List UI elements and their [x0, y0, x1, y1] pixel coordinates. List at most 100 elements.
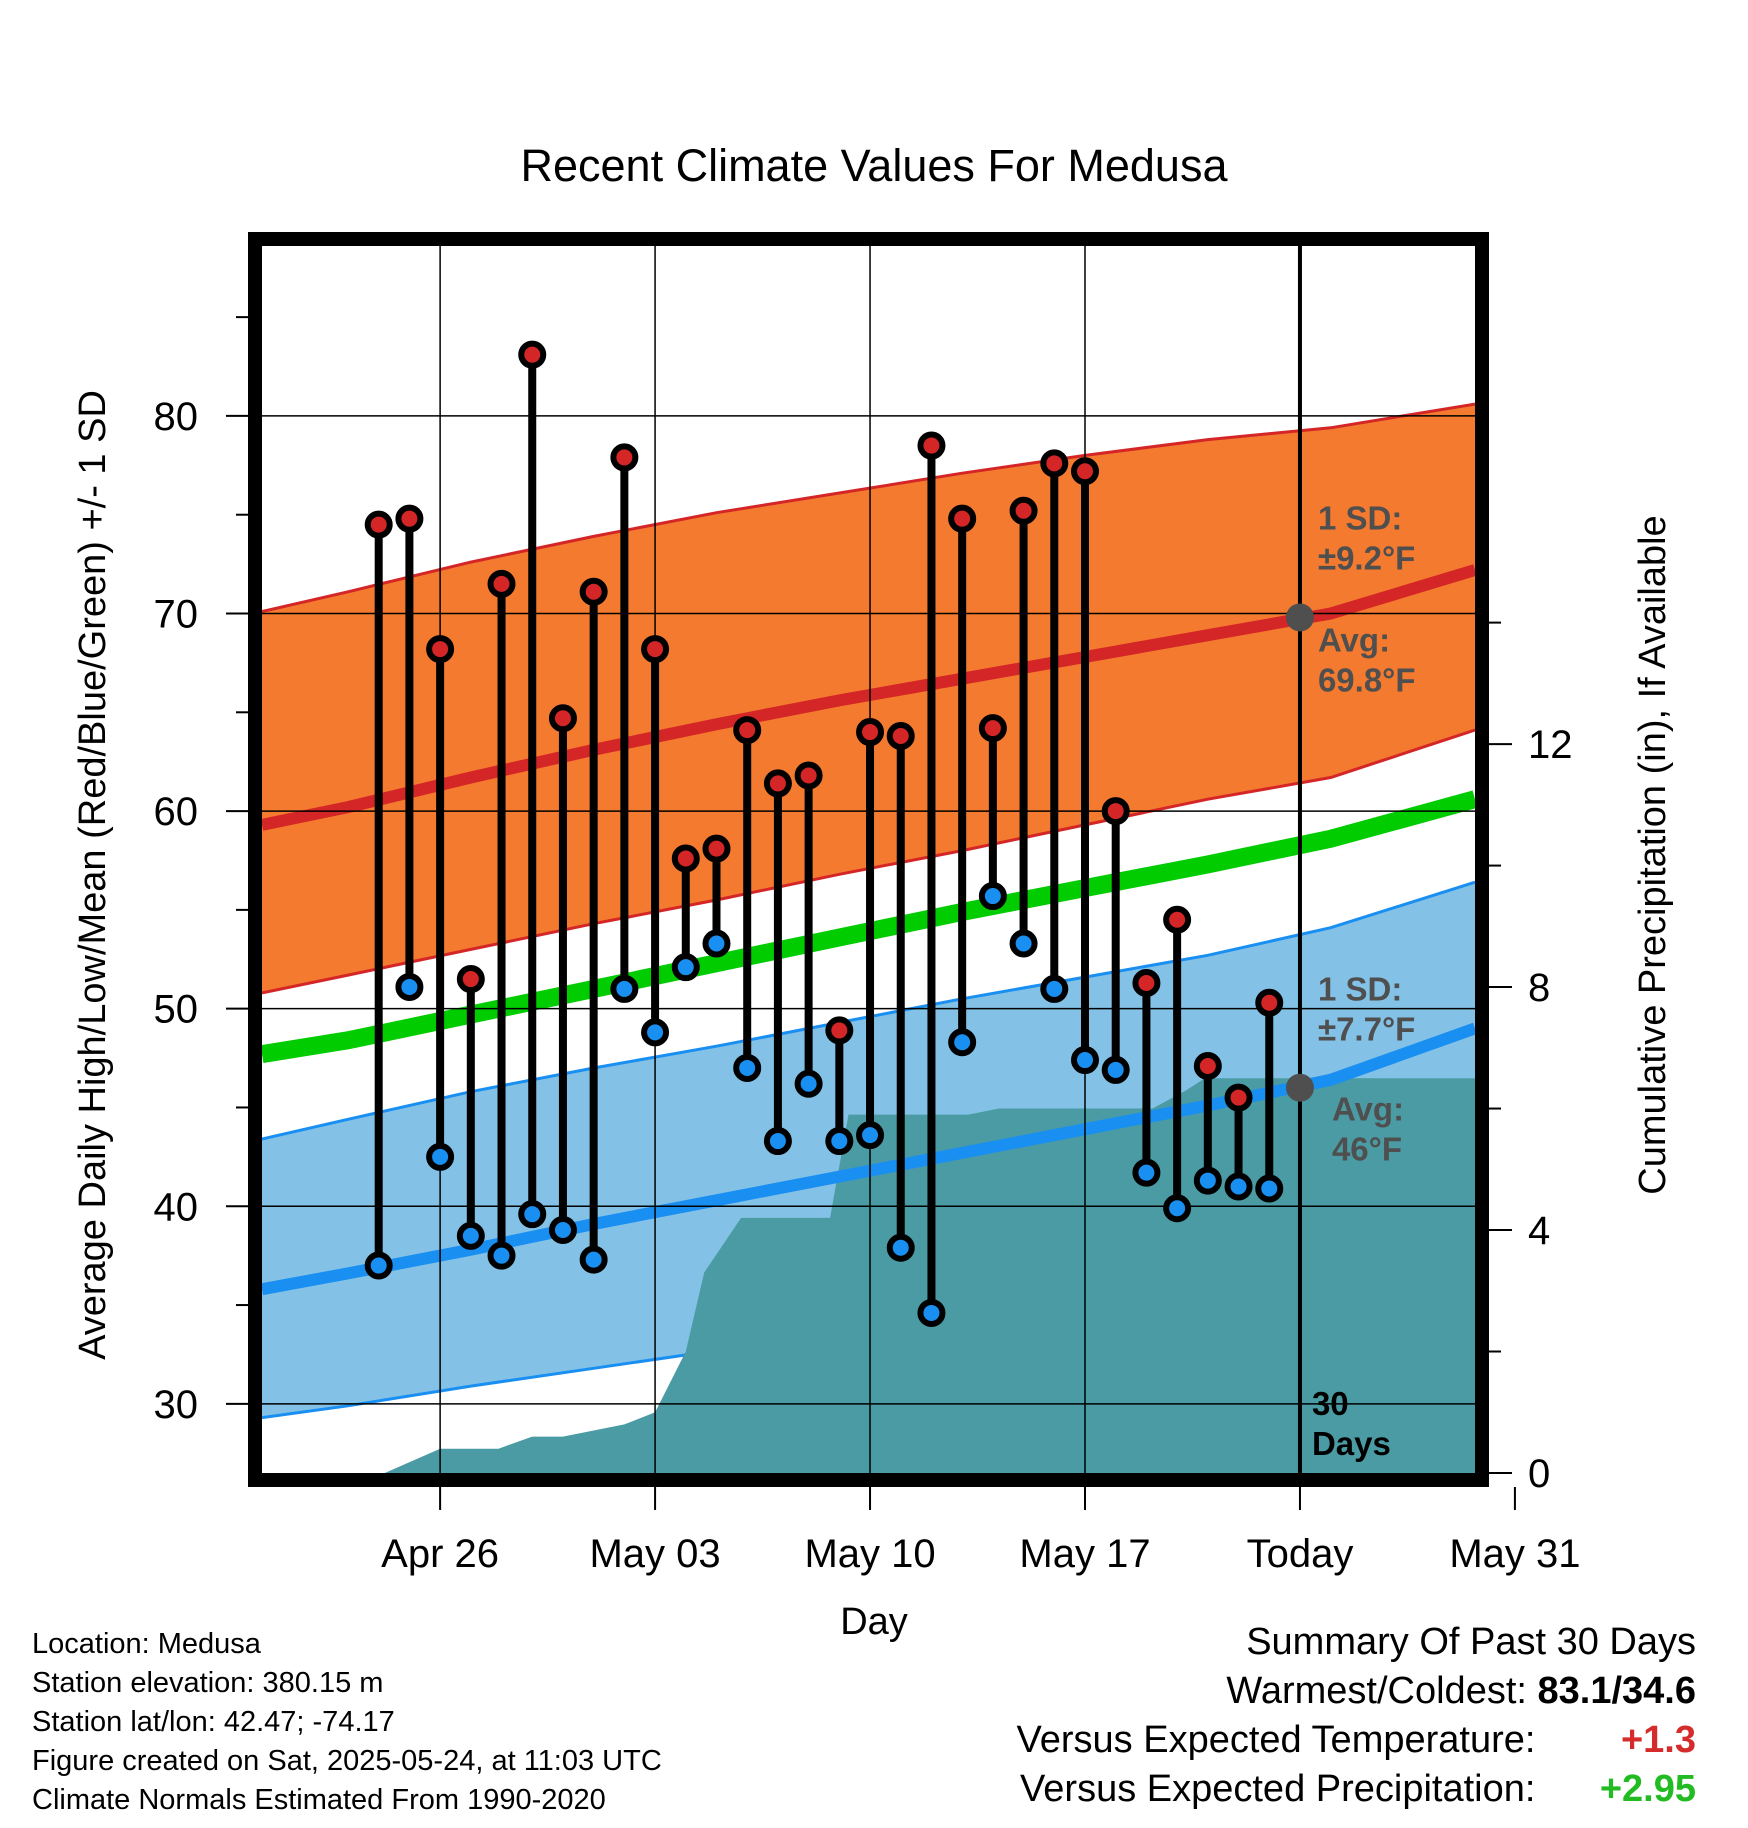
daily-low-marker — [948, 1028, 977, 1057]
y-tick-label: 70 — [154, 593, 199, 637]
y-tick-label: 60 — [154, 790, 199, 834]
daily-high-marker — [856, 718, 885, 747]
daily-low-marker — [1040, 974, 1069, 1003]
y2-axis-label: Cumulative Precipitation (in), If Availa… — [1632, 515, 1674, 1194]
precip-value: +2.95 — [1599, 1768, 1696, 1810]
daily-low-marker — [1163, 1194, 1192, 1223]
daily-low-marker — [794, 1069, 823, 1098]
summary-heading: Summary Of Past 30 Days — [1246, 1621, 1696, 1663]
daily-high-marker — [1163, 905, 1192, 934]
x-tick-label: May 03 — [589, 1532, 720, 1576]
daily-high-marker — [579, 577, 608, 606]
today-days-annotation-line-1: 30 — [1312, 1385, 1349, 1422]
temp-label: Versus Expected Temperature: — [1016, 1719, 1536, 1761]
daily-high-marker — [1224, 1083, 1253, 1112]
warm-cold-value: 83.1/34.6 — [1537, 1670, 1696, 1712]
daily-low-marker — [610, 974, 639, 1003]
summary-panel: Summary Of Past 30 Days Warmest/Coldest:… — [1017, 1618, 1696, 1814]
high-sd-annotation-line-2: ±9.2°F — [1318, 539, 1415, 576]
daily-high-marker — [948, 504, 977, 533]
daily-low-marker — [518, 1200, 547, 1229]
x-tick-label: Apr 26 — [381, 1532, 499, 1576]
daily-high-marker — [548, 704, 577, 733]
y-tick-label: 80 — [154, 395, 199, 439]
daily-high-marker — [1040, 449, 1069, 478]
daily-high-marker — [1070, 457, 1099, 486]
daily-high-marker — [763, 769, 792, 798]
low-avg-annotation-line-2: 46°F — [1332, 1131, 1402, 1168]
station-elevation: Station elevation: 380.15 m — [32, 1667, 384, 1699]
daily-low-marker — [426, 1142, 455, 1171]
daily-low-marker — [886, 1233, 915, 1262]
daily-low-marker — [978, 882, 1007, 911]
low-sd-annotation-line-1: 1 SD: — [1318, 971, 1402, 1008]
daily-low-marker — [1255, 1174, 1284, 1203]
daily-low-marker — [1193, 1166, 1222, 1195]
daily-low-marker — [763, 1127, 792, 1156]
daily-low-marker — [1070, 1046, 1099, 1075]
daily-low-marker — [1224, 1172, 1253, 1201]
daily-high-marker — [886, 722, 915, 751]
daily-low-marker — [487, 1241, 516, 1270]
daily-low-marker — [364, 1251, 393, 1280]
daily-high-marker — [1255, 988, 1284, 1017]
daily-high-marker — [702, 834, 731, 863]
daily-high-marker — [825, 1016, 854, 1045]
low-avg-annotation-line-1: Avg: — [1332, 1091, 1404, 1128]
daily-low-marker — [1101, 1055, 1130, 1084]
daily-high-marker — [1009, 496, 1038, 525]
y2-tick-label: 12 — [1528, 723, 1573, 767]
high-sd-annotation-line-1: 1 SD: — [1318, 499, 1402, 536]
daily-low-marker — [1132, 1158, 1161, 1187]
normal-mean-line — [262, 790, 1475, 1063]
daily-low-marker — [548, 1215, 577, 1244]
daily-low-marker — [1009, 929, 1038, 958]
y2-tick-label: 8 — [1528, 966, 1550, 1010]
high-band-upper-edge — [262, 402, 1475, 613]
daily-high-marker — [364, 510, 393, 539]
daily-high-marker — [794, 761, 823, 790]
y-axis-label: Average Daily High/Low/Mean (Red/Blue/Gr… — [72, 390, 114, 1360]
high-avg-annotation-line-1: Avg: — [1318, 621, 1390, 658]
daily-low-marker — [825, 1127, 854, 1156]
daily-high-marker — [1132, 968, 1161, 997]
daily-low-marker — [733, 1053, 762, 1082]
x-tick-label: May 10 — [804, 1532, 935, 1576]
today-days-annotation-line-2: Days — [1312, 1425, 1391, 1462]
station-location: Location: Medusa — [32, 1628, 261, 1660]
daily-high-marker — [395, 504, 424, 533]
y2-tick-label: 4 — [1528, 1209, 1550, 1253]
precip-label: Versus Expected Precipitation: — [1020, 1768, 1536, 1810]
temp-value: +1.3 — [1620, 1719, 1696, 1761]
high-avg-annotation-line-2: 69.8°F — [1318, 661, 1416, 698]
daily-low-marker — [641, 1018, 670, 1047]
daily-high-marker — [641, 635, 670, 664]
figure-created: Figure created on Sat, 2025-05-24, at 11… — [32, 1745, 662, 1777]
daily-high-marker — [487, 569, 516, 598]
daily-high-marker — [1101, 797, 1130, 826]
cumulative-precip-area — [262, 1078, 1475, 1473]
daily-high-marker — [978, 714, 1007, 743]
chart-title: Recent Climate Values For Medusa — [521, 140, 1229, 191]
today-low-avg-dot — [1285, 1073, 1314, 1102]
y-tick-label: 30 — [154, 1383, 199, 1427]
x-tick-label: May 17 — [1019, 1532, 1150, 1576]
daily-high-marker — [456, 965, 485, 994]
daily-high-marker — [1193, 1051, 1222, 1080]
daily-high-marker — [610, 443, 639, 472]
normal-high-line — [262, 564, 1475, 831]
daily-low-marker — [456, 1221, 485, 1250]
high-band-lower-edge — [262, 728, 1475, 995]
daily-high-marker — [917, 431, 946, 460]
today-high-avg-dot — [1285, 603, 1314, 632]
x-tick-label: May 31 — [1449, 1532, 1580, 1576]
climate-normals: Climate Normals Estimated From 1990-2020 — [32, 1784, 606, 1816]
x-axis-label: Day — [840, 1601, 908, 1643]
summary-warm-cold-row: Warmest/Coldest: 83.1/34.6 — [1017, 1667, 1696, 1716]
daily-low-marker — [917, 1298, 946, 1327]
daily-low-marker — [579, 1245, 608, 1274]
daily-high-marker — [733, 716, 762, 745]
daily-low-marker — [702, 929, 731, 958]
